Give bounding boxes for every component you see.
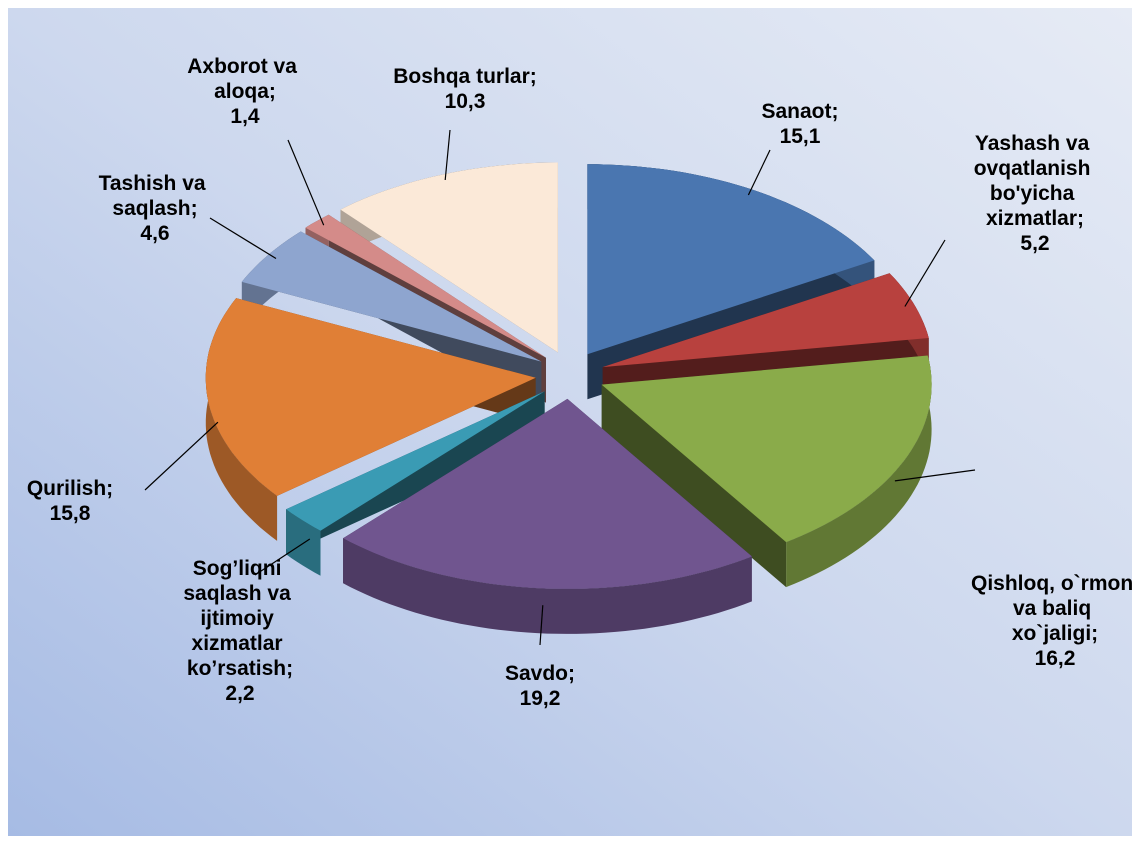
label-line: Yashash va <box>975 132 1095 155</box>
label-line: Savdo; <box>505 662 575 685</box>
label-line: bo'yicha <box>990 182 1080 205</box>
slice-outer-wall <box>286 509 321 576</box>
leader-line <box>444 129 451 181</box>
leader-line <box>747 149 771 196</box>
label-line: xizmatlar; <box>986 207 1084 230</box>
data-value-label: 19,2 <box>520 687 561 710</box>
data-value-label: 4,6 <box>140 222 169 245</box>
label-line: saqlash; <box>112 197 197 220</box>
data-value-label: 2,2 <box>225 682 254 705</box>
data-label: Axborot va aloqa; <box>187 55 303 103</box>
slice-top <box>205 298 536 496</box>
label-line: Qishloq, o`rmon <box>971 572 1139 595</box>
leader-line <box>894 469 976 482</box>
slice <box>601 355 932 588</box>
data-label: Qurilish; <box>27 477 113 500</box>
data-label: Qishloq, o`rmon va baliq xo`jaligi; <box>971 572 1139 645</box>
slice-outer-wall <box>343 538 752 634</box>
data-value-label: 10,3 <box>445 90 486 113</box>
data-label: Savdo; <box>505 662 575 685</box>
data-value-label: 16,2 <box>1035 647 1076 670</box>
leader-line <box>144 421 219 491</box>
leader-line <box>287 139 325 226</box>
data-value-label: 5,2 <box>1020 232 1049 255</box>
data-label: Sog’liqni saqlash va ijtimoiy xizmatlar … <box>183 557 296 680</box>
slice <box>587 164 875 400</box>
label-line: Axborot va <box>187 55 303 78</box>
label-line: aloqa; <box>214 80 276 103</box>
slice-top <box>340 162 558 353</box>
slice-top <box>343 398 752 589</box>
label-line: ijtimoiy <box>200 607 279 630</box>
label-line: Tashish va <box>99 172 212 195</box>
slice-top <box>601 355 932 543</box>
slice <box>205 298 536 541</box>
data-value-label: 15,1 <box>780 125 821 148</box>
label-line: Qurilish; <box>27 477 113 500</box>
label-line: saqlash va <box>183 582 296 605</box>
data-label: Sanaot; <box>761 100 838 123</box>
slice-top <box>241 231 542 362</box>
label-line: Sanaot; <box>761 100 838 123</box>
data-value-label: 15,8 <box>50 502 91 525</box>
slice <box>340 162 558 398</box>
leader-line <box>254 538 311 576</box>
slice-side <box>286 391 545 576</box>
slice-top <box>286 391 545 531</box>
leader-line <box>209 217 277 260</box>
label-line: Boshqa turlar; <box>393 65 537 88</box>
data-label: Yashash va ovqatlanish bo'yicha xizmatla… <box>974 132 1097 230</box>
leader-line <box>904 239 946 307</box>
label-line: va baliq <box>1013 597 1097 620</box>
label-line: Sog’liqni <box>193 557 288 580</box>
data-value-label: 1,4 <box>230 105 260 128</box>
slice-outer-wall <box>786 355 932 588</box>
slice <box>343 398 752 634</box>
label-line: ko’rsatish; <box>187 657 293 680</box>
label-line: xo`jaligi; <box>1012 622 1098 645</box>
data-label: Boshqa turlar; <box>393 65 537 88</box>
slice <box>286 391 545 576</box>
slice-top <box>602 273 929 368</box>
slice-top <box>305 214 546 358</box>
data-label: Tashish va saqlash; <box>99 172 212 220</box>
leader-line <box>539 605 544 646</box>
label-line: xizmatlar <box>192 632 289 655</box>
slice-top <box>587 164 875 355</box>
label-line: ovqatlanish <box>974 157 1097 180</box>
